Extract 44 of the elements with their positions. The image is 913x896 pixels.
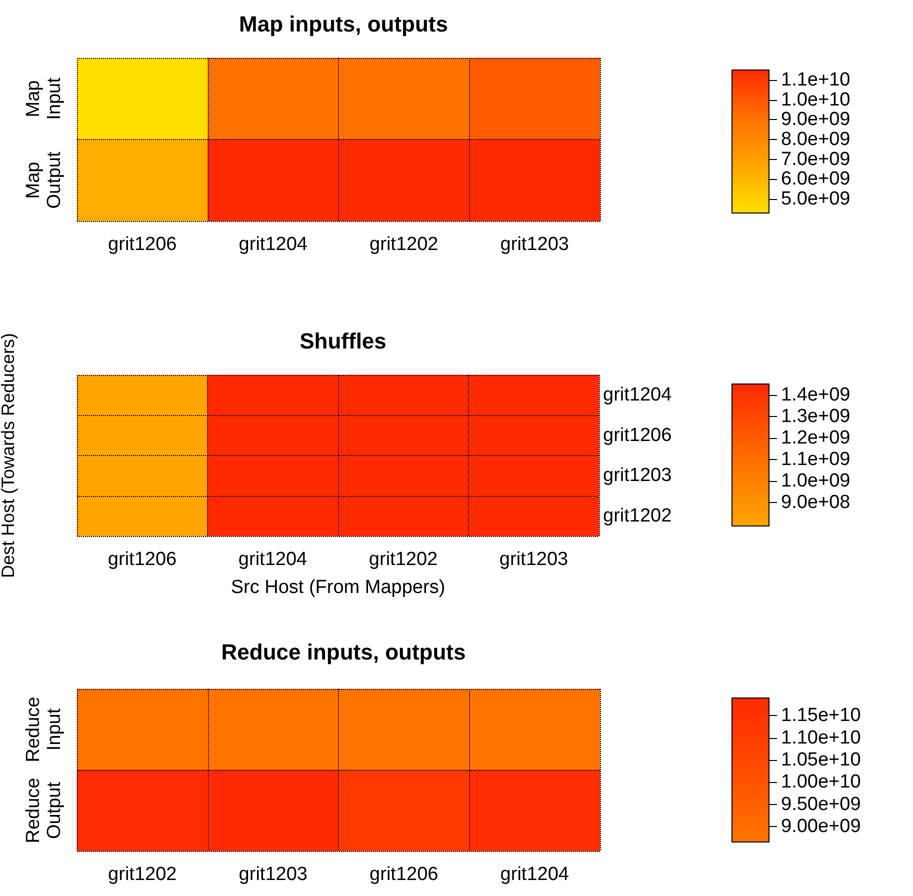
color-bar-label: 1.10e+10 xyxy=(781,727,861,748)
y-tick-label: grit1206 xyxy=(603,424,672,446)
chart-title: Shuffles xyxy=(300,328,386,354)
y-tick-label: grit1202 xyxy=(603,505,672,526)
chart-title: Map inputs, outputs xyxy=(239,12,448,36)
y-axis-title: Dest Host (Towards Reducers) xyxy=(0,332,18,578)
chart-title: Reduce inputs, outputs xyxy=(221,640,466,664)
color-bar-label: 9.0e+08 xyxy=(781,492,850,513)
x-tick-label: grit1206 xyxy=(108,234,177,255)
x-tick-label: grit1204 xyxy=(238,549,308,570)
x-axis-title: Src Host (From Mappers) xyxy=(230,577,446,598)
color-bar-label: 1.2e+09 xyxy=(781,427,850,448)
x-tick-label: grit1203 xyxy=(499,549,568,570)
y-tick-label: Reduce Output xyxy=(23,778,65,844)
color-bar-label: 9.50e+09 xyxy=(781,794,861,815)
x-tick-label: grit1203 xyxy=(500,234,569,255)
x-tick-label: grit1204 xyxy=(500,864,570,885)
x-tick-label: grit1203 xyxy=(238,864,308,885)
x-tick-label: grit1202 xyxy=(368,549,438,570)
x-tick-label: grit1202 xyxy=(370,234,438,255)
color-bar-label: 1.05e+10 xyxy=(781,750,861,771)
color-bar-label: 1.1e+10 xyxy=(781,69,850,90)
y-tick-label: Map Output xyxy=(23,151,65,209)
color-bar-label: 1.1e+09 xyxy=(781,448,850,470)
color-bar-label: 9.0e+09 xyxy=(781,109,850,130)
color-bar-label: 1.4e+09 xyxy=(781,384,850,406)
x-tick-label: grit1202 xyxy=(108,864,177,885)
y-tick-label: grit1204 xyxy=(603,384,672,406)
color-bar-label: 8.0e+09 xyxy=(781,129,850,150)
color-bar-label: 6.0e+09 xyxy=(781,168,850,190)
color-bar-label: 7.0e+09 xyxy=(781,148,850,170)
color-bar-label: 1.15e+10 xyxy=(781,705,861,726)
y-tick-label: Reduce Input xyxy=(23,696,65,762)
color-bar-label: 5.0e+09 xyxy=(781,188,850,210)
y-tick-label: grit1203 xyxy=(603,465,672,486)
x-tick-label: grit1206 xyxy=(108,549,177,570)
color-bar-label: 1.3e+09 xyxy=(781,406,850,427)
color-bar-label: 9.00e+09 xyxy=(781,816,861,837)
x-tick-label: grit1204 xyxy=(238,234,308,255)
x-tick-label: grit1206 xyxy=(370,864,438,885)
color-bar-label: 1.0e+09 xyxy=(781,470,850,492)
color-bar-label: 1.0e+10 xyxy=(781,89,850,110)
y-tick-label: Map Input xyxy=(23,76,65,120)
color-bar-label: 1.00e+10 xyxy=(781,772,861,793)
